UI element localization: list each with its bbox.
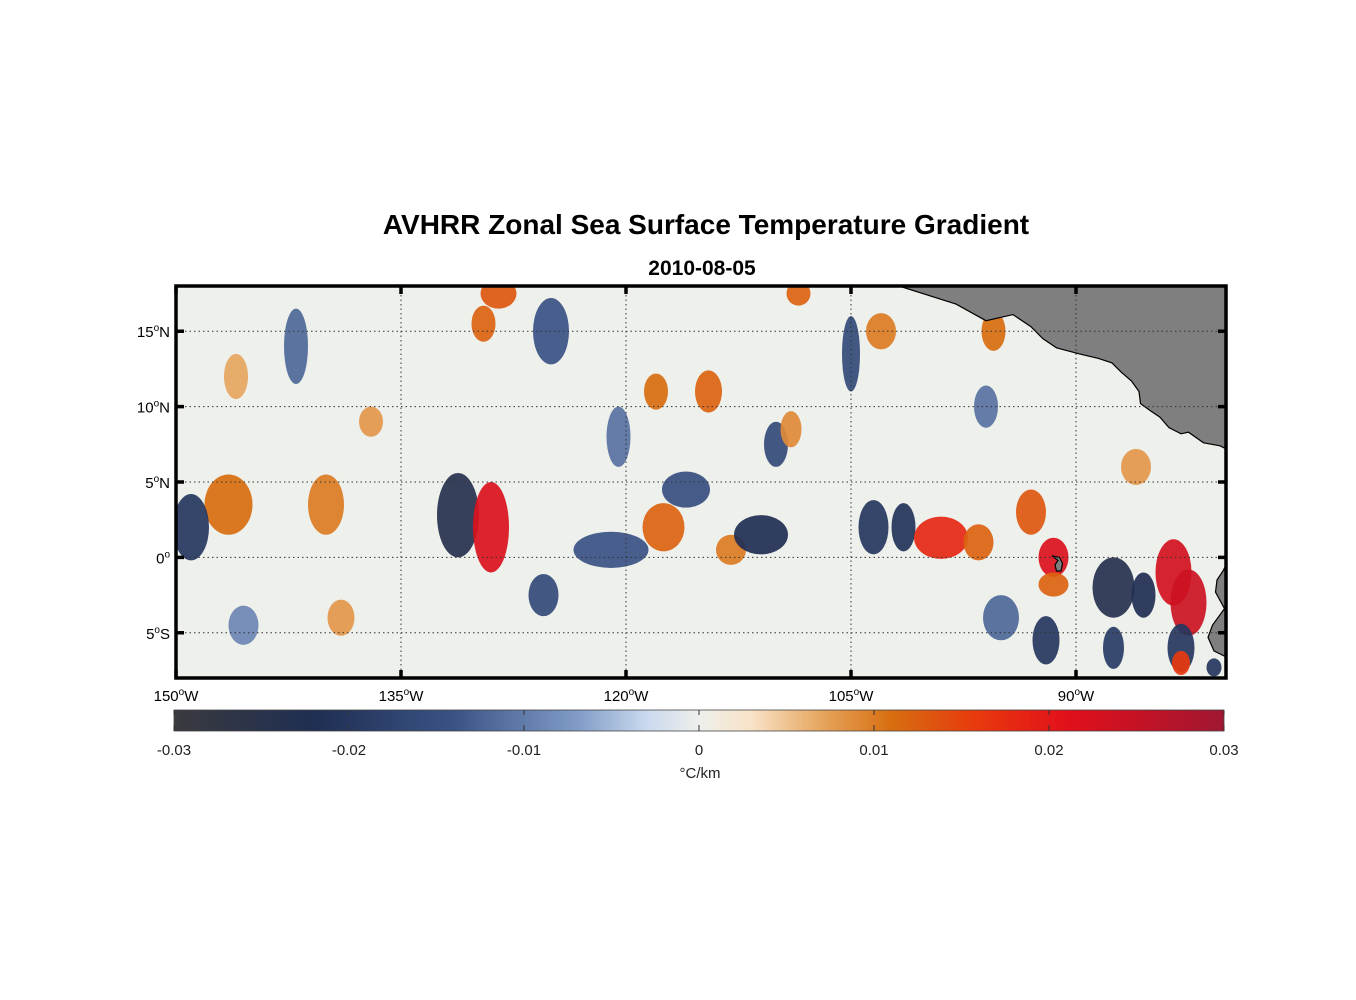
y-tick-sup: o [154,399,160,410]
gradient-feature [573,531,649,568]
gradient-feature [786,286,811,306]
gradient-feature [606,406,631,467]
gradient-feature [204,474,253,535]
gradient-feature [914,516,968,559]
gradient-feature [983,595,1019,641]
gradient-feature [1170,569,1207,636]
x-tick-hemi: W [409,688,424,705]
x-tick-sup: o [1074,687,1080,698]
y-tick-degree: 5 [145,475,153,492]
x-tick-label: 105oW [829,687,875,705]
gradient-feature [662,471,710,508]
colorbar-tick-label: -0.01 [507,742,541,759]
gradient-feature [1172,650,1190,675]
y-tick-degree: 0 [156,550,164,567]
y-tick-hemi: N [159,400,170,417]
x-tick-degree: 150 [154,688,179,705]
gradient-feature [891,503,916,552]
gradient-feature [176,494,209,561]
y-tick-sup: o [154,474,160,485]
gradient-feature [1103,626,1124,669]
colorbar-ticks: -0.03 -0.02 -0.01 0 0.01 0.02 0.03 [157,710,1239,759]
gradient-feature [359,406,383,437]
gradient-feature [284,308,308,384]
gradient-feature [734,515,788,555]
colorbar-tick-label: 0 [695,742,703,759]
x-tick-sup: o [404,687,410,698]
gradient-feature [1032,616,1060,665]
x-tick-sup: o [179,687,185,698]
gradient-feature [1121,448,1151,486]
land-south-america [1207,564,1226,678]
x-tick-hemi: W [634,688,649,705]
y-tick-sup: o [154,323,160,334]
gradient-feature [1016,489,1046,535]
gradient-feature [1131,572,1156,618]
y-tick-degree: 15 [137,324,154,341]
gradient-feature [224,353,248,400]
x-tick-label: 150oW [154,687,200,705]
y-tick-degree: 10 [137,400,154,417]
y-tick-label: 15oN [137,323,170,341]
gradient-feature [866,313,896,350]
colorbar-tick-label: 0.02 [1034,742,1063,759]
x-tick-sup: o [629,687,635,698]
gradient-feature [228,605,259,645]
chart-subtitle: 2010-08-05 [648,257,756,280]
gradient-feature [308,474,344,535]
colorbar-label: °C/km [680,765,721,782]
x-tick-degree: 135 [379,688,404,705]
gradient-feature [642,503,685,552]
land-central-america [898,286,1226,450]
colorbar-tick-label: 0.03 [1209,742,1238,759]
gradient-feature [1092,557,1135,618]
y-tick-sup: o [164,549,170,560]
gradient-feature [473,482,509,573]
y-tick-label: 5oN [145,474,170,492]
y-tick-label: 10oN [137,399,170,417]
gradient-feature [780,411,802,448]
gradient-feature [1038,572,1069,597]
x-tick-hemi: W [184,688,199,705]
colorbar-tick-label: -0.02 [332,742,366,759]
x-tick-degree: 120 [604,688,629,705]
gradient-feature [858,500,889,555]
y-tick-label: 0o [156,549,170,567]
colorbar-tick-label: -0.03 [157,742,191,759]
gradient-feature [963,524,994,561]
y-tick-hemi: S [160,626,170,643]
gradient-feature [437,472,479,558]
y-tick-label: 5oS [146,625,170,643]
map-field [176,286,1226,678]
gradient-feature [981,311,1006,351]
gradient-feature [695,370,722,413]
y-tick-sup: o [154,625,160,636]
y-tick-hemi: N [159,324,170,341]
colorbar-tick-label: 0.01 [859,742,888,759]
gradient-feature [471,305,496,342]
gradient-feature [327,599,355,636]
x-tick-label: 135oW [379,687,425,705]
chart-title: AVHRR Zonal Sea Surface Temperature Grad… [383,209,1029,240]
x-tick-hemi: W [1080,688,1095,705]
x-tick-sup: o [854,687,860,698]
x-tick-label: 90oW [1058,687,1095,705]
x-tick-hemi: W [859,688,874,705]
x-tick-label: 120oW [604,687,650,705]
gradient-feature [1206,658,1222,677]
land-galapagos-isabela [1051,555,1064,572]
colorbar: -0.03 -0.02 -0.01 0 0.01 0.02 0.03 °C/km [157,709,1239,782]
gradient-feature [528,573,559,617]
y-tick-degree: 5 [146,626,154,643]
x-tick-degree: 90 [1058,688,1075,705]
gradient-feature [480,286,517,309]
y-tick-hemi: N [159,475,170,492]
x-tick-degree: 105 [829,688,854,705]
gradient-feature [644,373,668,410]
